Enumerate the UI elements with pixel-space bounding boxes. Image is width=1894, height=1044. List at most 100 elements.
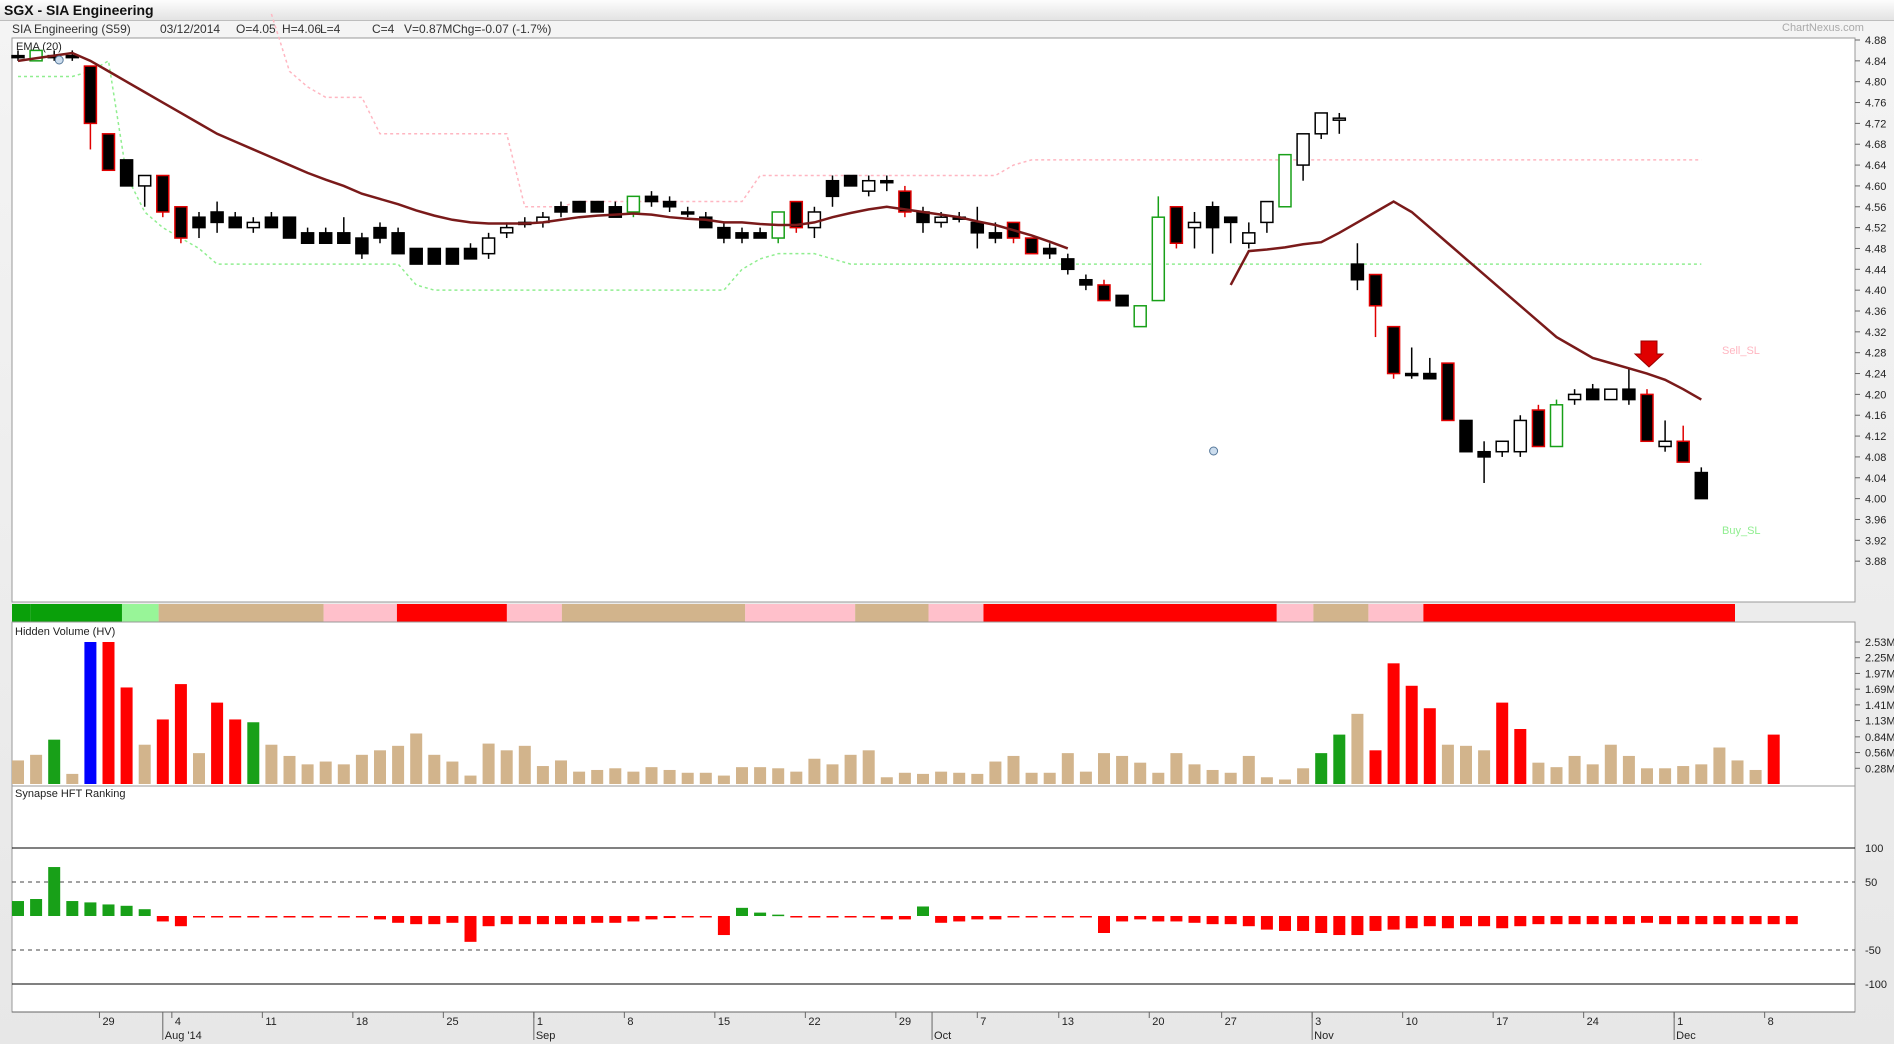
candle-body [11,54,25,59]
hft-bar [337,916,350,918]
hft-bar [355,916,368,918]
price-tick-label: 4.68 [1865,139,1886,151]
trend-band-segment [1368,604,1424,622]
hft-bar [1423,916,1436,927]
candle [1622,368,1636,405]
candle [1676,425,1690,463]
candle [373,222,387,244]
candle-body [1386,325,1401,375]
volume-bar [500,750,513,784]
candle [174,206,188,244]
volume-bar [301,764,314,784]
candle-body [1658,440,1672,448]
candle-body [174,206,188,239]
trend-band-segment [855,604,929,622]
candle [210,201,224,233]
x-tick-label: 24 [1587,1016,1599,1028]
volume-bar [446,761,459,784]
volume-bar [898,772,911,784]
x-month-label: Nov [1314,1030,1334,1042]
volume-bar [989,761,1002,784]
volume-bar [808,758,821,784]
volume-tick-label: 2.53M [1865,637,1894,649]
candle-body [373,226,387,239]
volume-bar [1496,702,1509,784]
candle-body [807,211,822,229]
price-tick-label: 4.28 [1865,348,1886,360]
candle [1260,200,1274,233]
hft-bar [1514,916,1527,927]
hft-bar [880,916,893,920]
volume-bar [193,753,205,784]
hft-bar [1351,916,1364,936]
volume-bar [1061,753,1074,784]
price-panel [11,37,1856,603]
x-tick-label: 7 [980,1016,986,1028]
candle-body [1097,284,1111,302]
volume-bar [1333,734,1346,784]
candle-body [1585,388,1600,401]
candle-body [1314,112,1328,135]
volume-bar [138,744,151,784]
candle [1133,305,1147,328]
candle [843,174,858,187]
watermark: ChartNexus.com [1782,22,1864,34]
price-tick-label: 4.56 [1865,202,1886,214]
volume-bar [1423,708,1436,784]
hft-bar [1731,916,1744,925]
quote-low: L=4 [320,22,341,36]
hft-bar [156,916,169,922]
candle-body [789,200,804,229]
candle-body [1169,206,1184,244]
volume-bar [1079,771,1092,784]
candle-body [228,216,242,229]
x-tick-label: 27 [1225,1016,1237,1028]
volume-bar [12,760,24,784]
hft-bar [1152,916,1165,922]
candle-body [1242,232,1256,244]
volume-bar [681,772,694,784]
volume-bar [1568,755,1581,784]
hft-bar [1025,916,1038,918]
x-tick-label: 3 [1315,1016,1321,1028]
x-tick-label: 17 [1496,1016,1508,1028]
volume-bar [1695,764,1708,784]
hft-bar [555,916,567,925]
hft-bar [717,916,730,936]
hft-bar [229,916,242,918]
candle [825,175,840,207]
volume-bar [645,767,658,784]
candle-body [699,216,713,229]
hft-bar [48,867,61,916]
candle [409,247,423,265]
hft-bar [102,904,115,916]
candle [391,227,405,255]
x-tick-label: 20 [1152,1016,1164,1028]
candle-body [264,216,279,229]
candle [499,222,514,239]
candle-body [1260,200,1274,224]
candle [1423,357,1437,380]
candle-body [1350,263,1365,281]
candle-body [318,232,333,244]
candle-body [246,221,261,229]
volume-bar [1116,755,1129,784]
price-tick-label: 4.24 [1865,369,1886,381]
price-tick-label: 4.12 [1865,431,1886,443]
volume-bar [1749,769,1762,784]
candle [590,200,604,213]
hft-bar [1713,916,1726,925]
candle [83,65,98,150]
volume-bar [1550,767,1563,784]
candle-body [1115,294,1129,307]
candle-body [1079,278,1093,286]
volume-bar [1460,745,1472,784]
sell-signal-arrow-icon [1633,340,1665,368]
candle-body [843,174,858,187]
hft-bar [1043,916,1056,918]
alert-bell-icon [54,55,64,65]
candle [861,175,876,197]
hft-bar [1134,916,1147,920]
candle [101,133,116,172]
